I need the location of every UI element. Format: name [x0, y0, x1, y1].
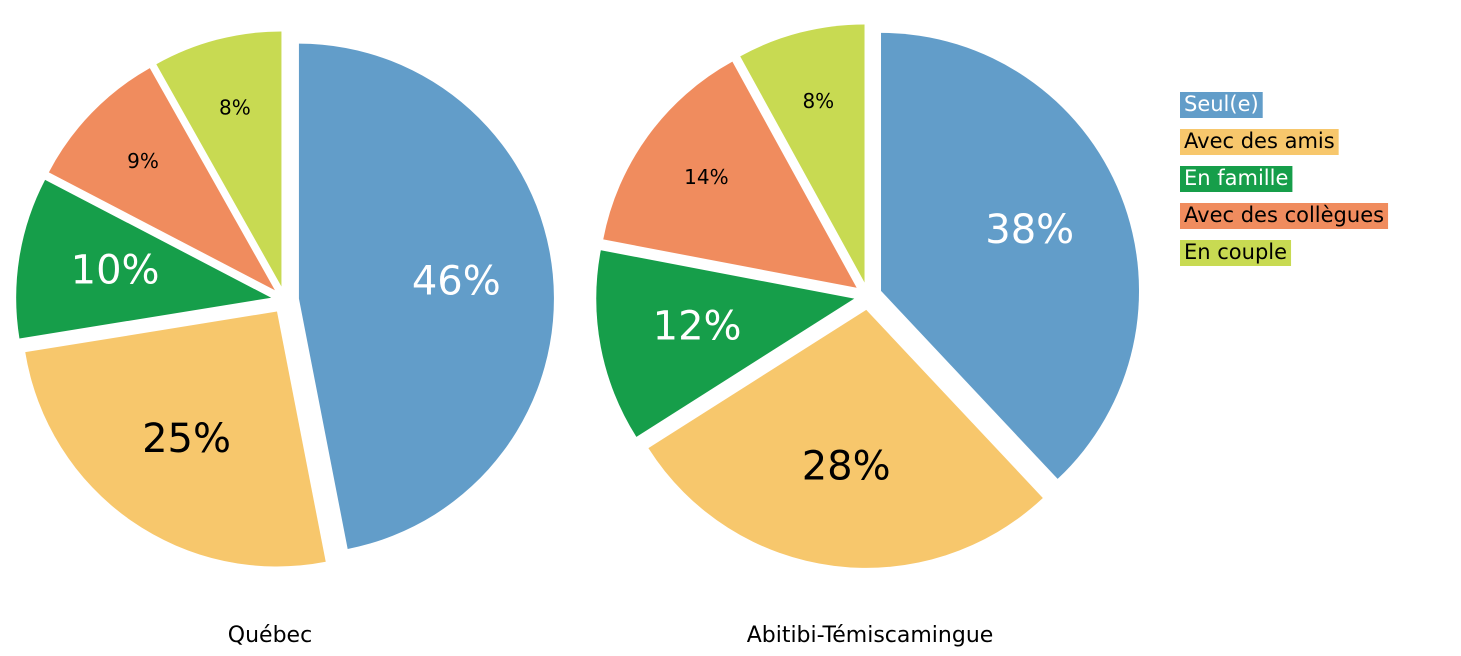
legend-swatch — [1180, 203, 1389, 229]
legend-label: En famille — [1184, 166, 1288, 190]
data-label: 12% — [653, 304, 742, 350]
legend-label: Avec des collègues — [1184, 203, 1384, 227]
data-label: 10% — [71, 248, 160, 294]
pie-slice — [156, 31, 282, 287]
chart-title: Abitibi-Témiscamingue — [747, 623, 994, 648]
data-label: 38% — [985, 207, 1074, 253]
data-label: 9% — [127, 149, 159, 173]
pie-slice — [48, 68, 275, 291]
legend-swatch — [1180, 240, 1292, 266]
pie-slice — [298, 43, 554, 549]
data-label: 14% — [684, 165, 728, 189]
pie-slice — [648, 309, 1043, 568]
pie-slice — [603, 61, 857, 288]
pie-slice — [881, 32, 1140, 479]
legend-label: Seul(e) — [1184, 92, 1259, 116]
pie-slice — [596, 250, 855, 437]
pie-slice — [16, 179, 272, 339]
chart-title: Québec — [228, 623, 312, 648]
data-label: 8% — [802, 89, 834, 113]
legend-swatch — [1180, 92, 1263, 118]
pie-slice — [740, 24, 865, 283]
pie-slice — [25, 311, 326, 567]
legend-label: Avec des amis — [1184, 129, 1335, 153]
legend-swatch — [1180, 166, 1293, 192]
legend-label: En couple — [1184, 240, 1287, 264]
data-label: 8% — [219, 95, 251, 119]
data-label: 25% — [142, 416, 231, 462]
data-label: 46% — [412, 258, 501, 304]
legend-swatch — [1180, 129, 1339, 155]
data-label: 28% — [802, 444, 891, 490]
